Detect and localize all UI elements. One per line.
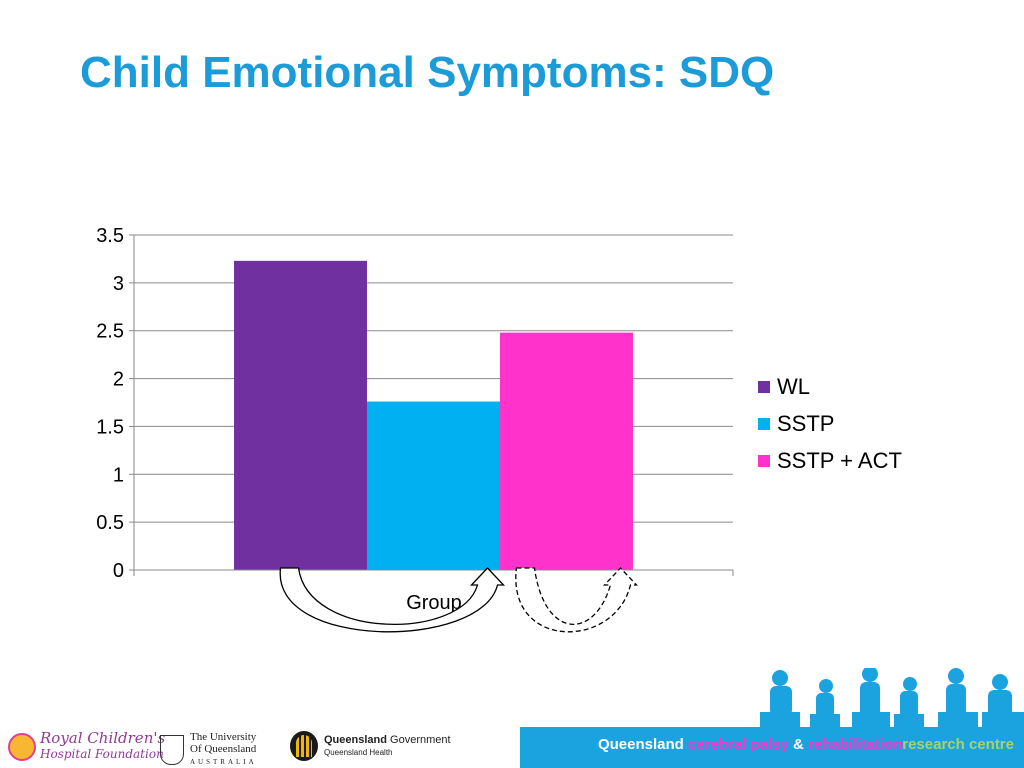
uq-logo-line2: Of Queensland [190, 743, 257, 755]
rchf-logo-line2: Hospital Foundation [40, 747, 164, 761]
y-tick-label: 2 [113, 369, 124, 391]
chart-bars [234, 260, 633, 570]
centre-word-research-centre: research centre [902, 736, 1014, 753]
solid-arrow-wl-to-sstp [279, 567, 506, 633]
centre-word-ampersand: & [793, 736, 804, 753]
footer-banner: Royal Children's Hospital Foundation The… [0, 727, 1024, 768]
legend-swatch [758, 417, 770, 430]
y-axis-tick-labels: 0 0.5 1 1.5 2 2.5 3 3.5 [96, 225, 124, 582]
legend-item: WL [758, 368, 902, 405]
chart-legend: WL SSTP SSTP + ACT [758, 368, 902, 479]
qg-logo-sub: Queensland Health [324, 747, 393, 757]
bar-sstp-act [499, 332, 633, 570]
rchf-logo-line1: Royal Children's [40, 729, 166, 747]
uq-crest-icon [160, 734, 184, 765]
queensland-emblem-icon [290, 731, 318, 761]
comparison-arrows [279, 567, 638, 633]
y-tick-label: 2.5 [96, 321, 124, 343]
centre-word-cerebral-palsy: cerebral palsy [687, 736, 789, 753]
qg-logo-name: Queensland [324, 733, 387, 746]
legend-item: SSTP + ACT [758, 442, 902, 479]
qg-logo-suffix: Government [390, 733, 451, 746]
legend-swatch [758, 380, 770, 393]
slide-title: Child Emotional Symptoms: SDQ [80, 48, 775, 97]
legend-label: WL [777, 373, 810, 399]
children-silhouettes-graphic [760, 668, 1024, 728]
research-centre-name: Queensland cerebral palsy & rehabilitati… [598, 736, 1014, 753]
rchf-logo: Royal Children's Hospital Foundation [8, 731, 165, 762]
bar-wl [234, 260, 368, 570]
y-tick-label: 0 [113, 560, 124, 582]
legend-item: SSTP [758, 405, 902, 442]
bar-chart: 0 0.5 1 1.5 2 2.5 3 3.5 Group [96, 225, 734, 633]
legend-label: SSTP [777, 410, 835, 436]
rchf-emblem-icon [8, 732, 36, 761]
y-tick-label: 3 [113, 273, 124, 295]
queensland-government-logo: Queensland Government Queensland Health [290, 731, 451, 761]
bar-sstp [367, 401, 500, 570]
uq-logo-line3: AUSTRALIA [190, 758, 257, 766]
y-tick-label: 1 [113, 464, 124, 486]
centre-word-queensland: Queensland [597, 736, 684, 753]
chart-axes [133, 235, 734, 576]
x-axis-label: Group [406, 592, 462, 614]
y-tick-label: 1.5 [96, 416, 124, 438]
centre-word-rehabilitation: rehabilitation [808, 736, 903, 753]
y-tick-label: 0.5 [96, 512, 124, 534]
legend-swatch [758, 454, 770, 467]
uq-logo: The University Of Queensland AUSTRALIA [160, 731, 257, 768]
uq-logo-line1: The University [190, 731, 257, 743]
legend-label: SSTP + ACT [777, 447, 902, 473]
footer-logo-strip: Royal Children's Hospital Foundation The… [0, 727, 520, 768]
y-tick-label: 3.5 [96, 225, 124, 247]
dashed-arrow-sstp-act [515, 567, 638, 633]
